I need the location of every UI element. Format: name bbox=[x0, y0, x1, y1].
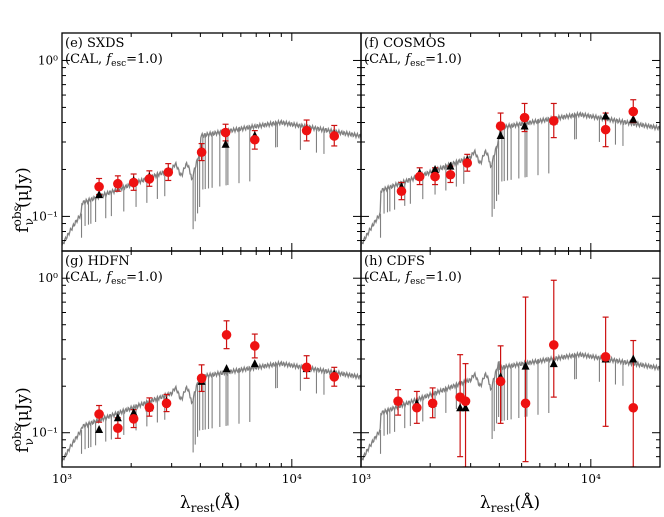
panel-e: 10⁻¹ 10⁰ (e) SXDS(CAL, fesc=1.0) bbox=[32, 32, 362, 252]
model-point bbox=[222, 364, 231, 373]
observed-point bbox=[144, 174, 155, 184]
observed-point bbox=[628, 402, 639, 413]
observed-point bbox=[144, 402, 155, 413]
observed-point bbox=[396, 186, 407, 197]
model-point bbox=[95, 424, 104, 433]
y-axis-title-top: fobsν(μJy) bbox=[10, 167, 36, 232]
observed-point bbox=[495, 376, 506, 387]
observed-point bbox=[113, 423, 123, 433]
observed-point bbox=[427, 398, 438, 409]
observed-point bbox=[161, 398, 172, 409]
panel-subtitle: (CAL, fesc=1.0) bbox=[364, 52, 462, 69]
observed-point bbox=[196, 373, 207, 384]
y-tick-label: 10⁻¹ bbox=[32, 209, 58, 223]
model-point bbox=[521, 361, 530, 370]
observed-point bbox=[113, 178, 123, 189]
y-tick-label: 10⁰ bbox=[38, 271, 58, 285]
model-point bbox=[496, 131, 505, 140]
model-point bbox=[461, 403, 470, 412]
model-point bbox=[446, 161, 455, 170]
x-axis-title-left: λrest(Å) bbox=[180, 492, 240, 515]
observed-point bbox=[128, 414, 139, 424]
observed-point bbox=[548, 340, 559, 350]
y-tick-label: 10⁰ bbox=[38, 53, 58, 67]
observed-point bbox=[329, 131, 340, 141]
observed-point bbox=[462, 158, 473, 168]
model-point bbox=[221, 139, 230, 148]
model-point bbox=[113, 413, 122, 422]
panel-title: (e) SXDS bbox=[65, 36, 124, 51]
x-tick-label: 10⁴ bbox=[282, 472, 302, 486]
observed-point bbox=[163, 167, 174, 178]
observed-point bbox=[495, 121, 506, 131]
x-tick-label: 10³ bbox=[351, 472, 371, 486]
panel-h: 10³ 10⁴ (h) CDFS(CAL, fesc=1.0) bbox=[351, 250, 661, 486]
observed-point bbox=[301, 125, 312, 136]
observed-point bbox=[628, 106, 639, 117]
model-point bbox=[601, 111, 610, 120]
observed-point bbox=[548, 116, 559, 126]
observed-point bbox=[445, 169, 456, 180]
y-axis-title-bottom: fobsν(μJy) bbox=[10, 387, 36, 452]
observed-point bbox=[600, 124, 611, 135]
x-axis-title-right: λrest(Å) bbox=[480, 492, 540, 515]
observed-point bbox=[329, 372, 340, 382]
observed-point bbox=[249, 341, 260, 351]
panel-subtitle: (CAL, fesc=1.0) bbox=[364, 270, 462, 287]
observed-point bbox=[430, 171, 440, 182]
observed-point bbox=[94, 409, 104, 419]
observed-point bbox=[414, 171, 425, 182]
observed-point bbox=[519, 112, 530, 123]
x-tick-label: 10⁴ bbox=[581, 472, 601, 486]
observed-point bbox=[393, 396, 403, 406]
model-point bbox=[129, 408, 138, 417]
model-point bbox=[250, 359, 259, 368]
panel-subtitle: (CAL, fesc=1.0) bbox=[65, 52, 163, 69]
panel-subtitle: (CAL, fesc=1.0) bbox=[65, 270, 163, 287]
y-tick-label: 10⁻¹ bbox=[32, 426, 58, 440]
model-point bbox=[549, 359, 558, 368]
model-point bbox=[431, 164, 440, 173]
panel-g: 10⁻¹ 10⁰ 10³ 10⁴ (g) HDFN(CAL, fesc=1.0) bbox=[32, 250, 362, 486]
observed-point bbox=[520, 398, 531, 409]
model-point bbox=[456, 403, 465, 412]
observed-point bbox=[128, 177, 139, 188]
observed-point bbox=[412, 402, 422, 413]
observed-point bbox=[94, 181, 104, 192]
observed-point bbox=[221, 330, 232, 340]
panel-title: (h) CDFS bbox=[364, 254, 425, 269]
model-point bbox=[520, 121, 529, 130]
observed-point bbox=[600, 351, 611, 362]
panel-f: (f) COSMOS(CAL, fesc=1.0) bbox=[360, 32, 661, 252]
observed-point bbox=[460, 396, 471, 406]
x-tick-label: 10³ bbox=[52, 472, 72, 486]
observed-point bbox=[249, 134, 260, 145]
observed-point bbox=[196, 147, 207, 158]
model-point bbox=[629, 354, 638, 363]
model-point bbox=[629, 114, 638, 123]
observed-point bbox=[220, 127, 231, 138]
observed-point bbox=[301, 362, 312, 373]
panel-title: (f) COSMOS bbox=[364, 36, 445, 51]
panel-title: (g) HDFN bbox=[65, 254, 130, 269]
model-point bbox=[95, 190, 104, 199]
